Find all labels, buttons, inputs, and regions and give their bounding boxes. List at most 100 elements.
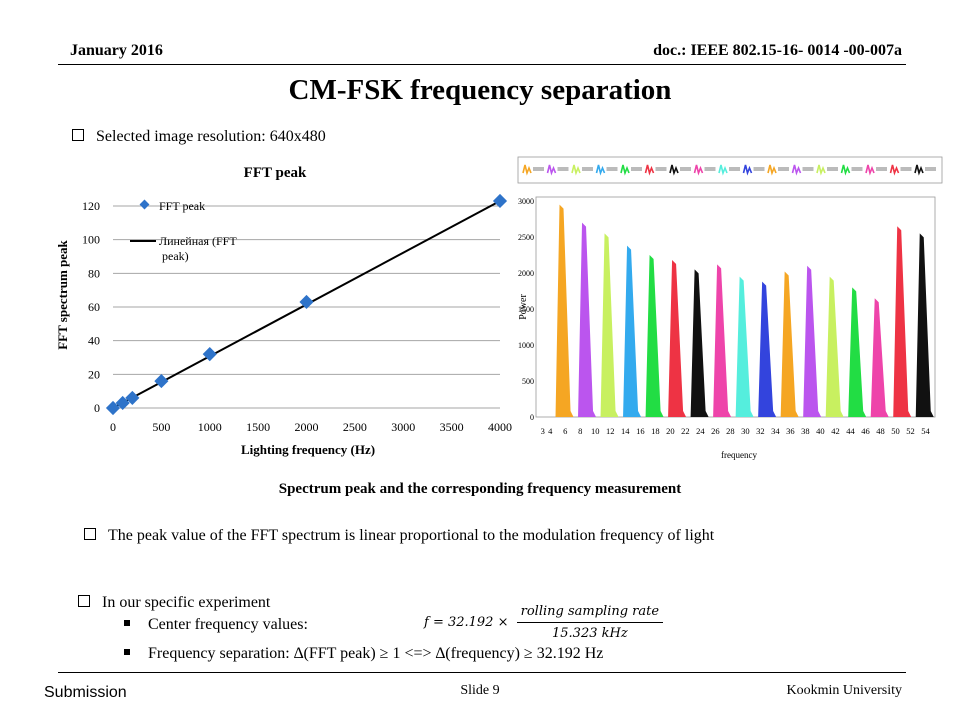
spectrum-peak [735, 276, 754, 417]
sub-bullet-separation-text: Frequency separation: ∆(FFT peak) ≥ 1 <=… [148, 645, 604, 662]
fft-y-tick-label: 120 [82, 199, 100, 213]
header-date: January 2016 [70, 42, 163, 59]
fft-x-tick-label: 2500 [343, 420, 367, 434]
spectrum-x-tick-label: 42 [831, 426, 840, 436]
legend-label-trendline: Линейная (FFT peak) [159, 234, 237, 263]
fft-y-tick-label: 80 [88, 266, 100, 280]
fft-y-tick-label: 60 [88, 300, 100, 314]
footer-slide-number: Slide 9 [460, 683, 500, 698]
spectrum-legend-text-icon [802, 167, 814, 171]
spectrum-x-tick-label: 18 [651, 426, 660, 436]
spectrum-peak [668, 260, 687, 417]
checkbox-bullet-icon [84, 528, 96, 541]
spectrum-x-tick-label: 10 [591, 426, 600, 436]
spectrum-x-axis-label: frequency [721, 450, 757, 460]
formula-lhs: f = 32.192 × [424, 615, 509, 630]
legend-label-fft-peak: FFT peak [159, 199, 205, 213]
spectrum-x-tick-label: 32 [756, 426, 765, 436]
spectrum-legend-swatch-icon [742, 164, 753, 176]
spectrum-y-tick-label: 2000 [518, 269, 534, 278]
spectrum-legend-text-icon [680, 167, 691, 171]
spectrum-legend-swatch-icon [571, 164, 581, 176]
spectrum-x-tick-label: 20 [666, 426, 675, 436]
spectrum-legend-text-icon [606, 167, 618, 171]
spectrum-x-tick-label: 30 [741, 426, 750, 436]
spectrum-y-axis-label: Power [518, 294, 529, 320]
spectrum-peak [825, 276, 844, 417]
spectrum-x-tick-label: 48 [876, 426, 885, 436]
footer-university: Kookmin University [786, 683, 903, 698]
spectrum-legend-swatch-icon [865, 164, 875, 176]
bullet-resolution-text: Selected image resolution: 640x480 [96, 128, 326, 145]
spectrum-legend-items [522, 164, 936, 176]
spectrum-x-tick-label: 4 [548, 426, 553, 436]
formula-denominator: 15.323 kHz [552, 626, 628, 641]
spectrum-x-ticks: 3 4 6 8 10 12 14 16 18 20 22 24 26 28 30 32 34 36 38 40 42 44… [541, 426, 931, 436]
spectrum-peak [578, 222, 597, 417]
spectrum-peak [848, 287, 867, 417]
spectrum-legend-text-icon [729, 167, 740, 171]
spectrum-x-tick-label: 8 [578, 426, 582, 436]
header-doc-id: doc.: IEEE 802.15-16- 0014 -00-007a [653, 42, 902, 59]
spectrum-legend-swatch-icon [816, 164, 826, 176]
spectrum-legend-text-icon [753, 167, 765, 171]
fft-x-tick-label: 500 [152, 420, 170, 434]
bullet-resolution: Selected image resolution: 640x480 [72, 128, 326, 146]
fft-chart-title: FFT peak [244, 165, 307, 181]
fft-y-tick-label: 40 [88, 334, 100, 348]
spectrum-legend-swatch-icon [767, 164, 777, 176]
formula-fraction: rolling sampling rate 15.323 kHz [516, 604, 664, 641]
spectrum-y-tick-label: 500 [522, 377, 534, 386]
spectrum-y-tick-label: 1500 [518, 305, 534, 314]
spectrum-x-tick-label: 6 [563, 426, 567, 436]
spectrum-legend-swatch-icon [546, 164, 557, 176]
spectrum-peak [690, 269, 709, 417]
spectrum-x-tick-label: 14 [621, 426, 630, 436]
figure-caption: Spectrum peak and the corresponding freq… [278, 481, 682, 497]
spectrum-legend-text-icon [704, 167, 716, 171]
header-divider [58, 64, 906, 65]
spectrum-peak [623, 245, 642, 417]
square-bullet-icon [124, 649, 130, 656]
spectrum-x-tick-label: 3 [541, 426, 545, 436]
sub-bullet-center-text: Center frequency values: [148, 616, 308, 633]
fft-data-point [299, 294, 314, 310]
spectrum-legend-swatch-icon [522, 164, 532, 176]
spectrum-legend-swatch-icon [889, 164, 900, 176]
spectrum-x-tick-label: 40 [816, 426, 825, 436]
bullet-experiment: In our specific experiment [78, 594, 270, 612]
spectrum-legend-swatch-icon [644, 164, 655, 176]
square-bullet-icon [124, 620, 130, 627]
fft-x-ticks: 0 500 1000 1500 2000 2500 3000 3500 4000 [110, 420, 512, 434]
spectrum-x-tick-label: 44 [846, 426, 855, 436]
bullet-linear: The peak value of the FFT spectrum is li… [84, 527, 714, 545]
spectrum-legend-text-icon [557, 167, 569, 171]
fft-x-tick-label: 2000 [295, 420, 319, 434]
fft-x-tick-label: 3500 [440, 420, 464, 434]
fft-y-tick-label: 100 [82, 233, 100, 247]
spectrum-legend-swatch-icon [693, 164, 704, 176]
spectrum-peak [803, 265, 822, 417]
spectrum-x-tick-label: 50 [891, 426, 900, 436]
legend-trend-line2: peak) [159, 249, 189, 263]
spectrum-x-tick-label: 22 [681, 426, 690, 436]
spectrum-peak [645, 255, 664, 417]
spectrum-x-tick-label: 38 [801, 426, 810, 436]
checkbox-bullet-icon [72, 129, 84, 142]
footer-divider [58, 672, 906, 673]
fft-points [105, 193, 508, 416]
spectrum-x-tick-label: 54 [921, 426, 930, 436]
fft-y-tick-label: 20 [88, 367, 100, 381]
fft-x-tick-label: 1500 [246, 420, 270, 434]
spectrum-y-tick-label: 3000 [518, 197, 534, 206]
spectrum-legend-text-icon [631, 167, 642, 171]
spectrum-peak [713, 264, 732, 417]
spectrum-legend-swatch-icon [840, 164, 851, 176]
spectrum-legend-swatch-icon [791, 164, 802, 176]
spectrum-x-tick-label: 12 [606, 426, 615, 436]
fft-data-point [492, 193, 508, 209]
spectrum-y-ticks: 0 500 1000 1500 2000 2500 3000 [518, 197, 534, 422]
spectrum-peak [870, 298, 889, 417]
fft-data-point [105, 400, 121, 416]
